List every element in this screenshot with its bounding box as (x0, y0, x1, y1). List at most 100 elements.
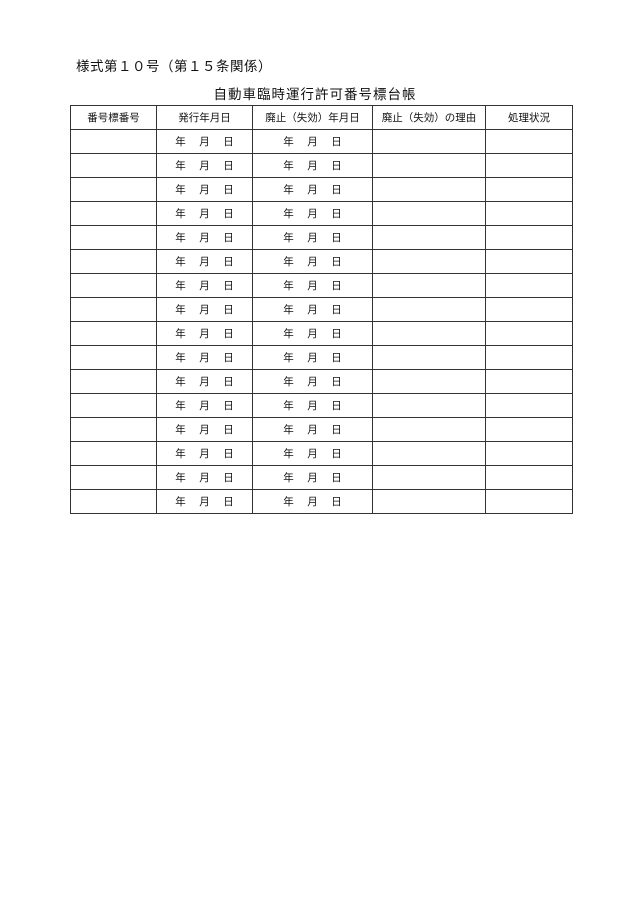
month-label: 月 (199, 472, 210, 484)
plate-number-cell[interactable] (70, 249, 157, 274)
abolition-reason-cell[interactable] (372, 441, 486, 466)
processing-status-cell[interactable] (485, 369, 573, 394)
abolition-date-cell[interactable]: 年月日 (252, 273, 373, 298)
abolition-reason-cell[interactable] (372, 369, 486, 394)
processing-status-cell[interactable] (485, 321, 573, 346)
year-label: 年 (283, 304, 294, 316)
processing-status-cell[interactable] (485, 129, 573, 154)
issue-date-cell[interactable]: 年月日 (156, 273, 253, 298)
plate-number-cell[interactable] (70, 129, 157, 154)
issue-date-cell[interactable]: 年月日 (156, 441, 253, 466)
issue-date-cell[interactable]: 年月日 (156, 417, 253, 442)
month-label: 月 (199, 280, 210, 292)
issue-date-cell[interactable]: 年月日 (156, 177, 253, 202)
plate-number-cell[interactable] (70, 345, 157, 370)
processing-status-cell[interactable] (485, 465, 573, 490)
abolition-reason-cell[interactable] (372, 225, 486, 250)
issue-date-cell[interactable]: 年月日 (156, 321, 253, 346)
abolition-reason-cell[interactable] (372, 417, 486, 442)
abolition-date-cell[interactable]: 年月日 (252, 321, 373, 346)
register-table: 番号標番号 発行年月日 廃止（失効）年月日 廃止（失効）の理由 処理状況 年月日… (70, 105, 573, 514)
abolition-date-cell[interactable]: 年月日 (252, 345, 373, 370)
issue-date-cell[interactable]: 年月日 (156, 249, 253, 274)
abolition-date-cell[interactable]: 年月日 (252, 297, 373, 322)
abolition-reason-cell[interactable] (372, 201, 486, 226)
abolition-date-cell[interactable]: 年月日 (252, 465, 373, 490)
issue-date-cell[interactable]: 年月日 (156, 129, 253, 154)
table-row: 年月日年月日 (70, 465, 573, 490)
header-plate-number: 番号標番号 (70, 105, 157, 130)
abolition-reason-cell[interactable] (372, 153, 486, 178)
plate-number-cell[interactable] (70, 225, 157, 250)
abolition-date-cell[interactable]: 年月日 (252, 441, 373, 466)
processing-status-cell[interactable] (485, 345, 573, 370)
plate-number-cell[interactable] (70, 273, 157, 298)
abolition-date-cell[interactable]: 年月日 (252, 249, 373, 274)
abolition-date-cell[interactable]: 年月日 (252, 489, 373, 514)
month-label: 月 (199, 160, 210, 172)
abolition-date-cell[interactable]: 年月日 (252, 369, 373, 394)
abolition-reason-cell[interactable] (372, 345, 486, 370)
month-label: 月 (199, 256, 210, 268)
issue-date-cell[interactable]: 年月日 (156, 465, 253, 490)
processing-status-cell[interactable] (485, 489, 573, 514)
table-row: 年月日年月日 (70, 201, 573, 226)
plate-number-cell[interactable] (70, 177, 157, 202)
abolition-reason-cell[interactable] (372, 321, 486, 346)
abolition-date-cell[interactable]: 年月日 (252, 417, 373, 442)
year-label: 年 (283, 400, 294, 412)
day-label: 日 (331, 400, 342, 412)
processing-status-cell[interactable] (485, 393, 573, 418)
plate-number-cell[interactable] (70, 201, 157, 226)
issue-date-cell[interactable]: 年月日 (156, 393, 253, 418)
processing-status-cell[interactable] (485, 417, 573, 442)
abolition-date-cell[interactable]: 年月日 (252, 225, 373, 250)
abolition-reason-cell[interactable] (372, 273, 486, 298)
plate-number-cell[interactable] (70, 417, 157, 442)
abolition-reason-cell[interactable] (372, 249, 486, 274)
abolition-date-cell[interactable]: 年月日 (252, 177, 373, 202)
abolition-reason-cell[interactable] (372, 297, 486, 322)
processing-status-cell[interactable] (485, 225, 573, 250)
issue-date-cell[interactable]: 年月日 (156, 369, 253, 394)
issue-date-cell[interactable]: 年月日 (156, 153, 253, 178)
year-label: 年 (283, 376, 294, 388)
day-label: 日 (223, 160, 234, 172)
issue-date-cell[interactable]: 年月日 (156, 297, 253, 322)
abolition-reason-cell[interactable] (372, 489, 486, 514)
processing-status-cell[interactable] (485, 153, 573, 178)
plate-number-cell[interactable] (70, 369, 157, 394)
plate-number-cell[interactable] (70, 489, 157, 514)
day-label: 日 (223, 184, 234, 196)
abolition-date-cell[interactable]: 年月日 (252, 153, 373, 178)
plate-number-cell[interactable] (70, 441, 157, 466)
abolition-date-cell[interactable]: 年月日 (252, 393, 373, 418)
issue-date-cell[interactable]: 年月日 (156, 345, 253, 370)
abolition-reason-cell[interactable] (372, 129, 486, 154)
plate-number-cell[interactable] (70, 465, 157, 490)
issue-date-cell[interactable]: 年月日 (156, 225, 253, 250)
processing-status-cell[interactable] (485, 249, 573, 274)
processing-status-cell[interactable] (485, 273, 573, 298)
plate-number-cell[interactable] (70, 153, 157, 178)
abolition-date-cell[interactable]: 年月日 (252, 201, 373, 226)
abolition-reason-cell[interactable] (372, 465, 486, 490)
year-label: 年 (283, 136, 294, 148)
issue-date-cell[interactable]: 年月日 (156, 201, 253, 226)
abolition-reason-cell[interactable] (372, 177, 486, 202)
processing-status-cell[interactable] (485, 201, 573, 226)
issue-date-cell[interactable]: 年月日 (156, 489, 253, 514)
abolition-date-cell[interactable]: 年月日 (252, 129, 373, 154)
processing-status-cell[interactable] (485, 441, 573, 466)
year-label: 年 (175, 304, 186, 316)
year-label: 年 (283, 328, 294, 340)
year-label: 年 (283, 448, 294, 460)
plate-number-cell[interactable] (70, 321, 157, 346)
processing-status-cell[interactable] (485, 297, 573, 322)
plate-number-cell[interactable] (70, 297, 157, 322)
header-abolition-reason: 廃止（失効）の理由 (372, 105, 486, 130)
processing-status-cell[interactable] (485, 177, 573, 202)
abolition-reason-cell[interactable] (372, 393, 486, 418)
plate-number-cell[interactable] (70, 393, 157, 418)
